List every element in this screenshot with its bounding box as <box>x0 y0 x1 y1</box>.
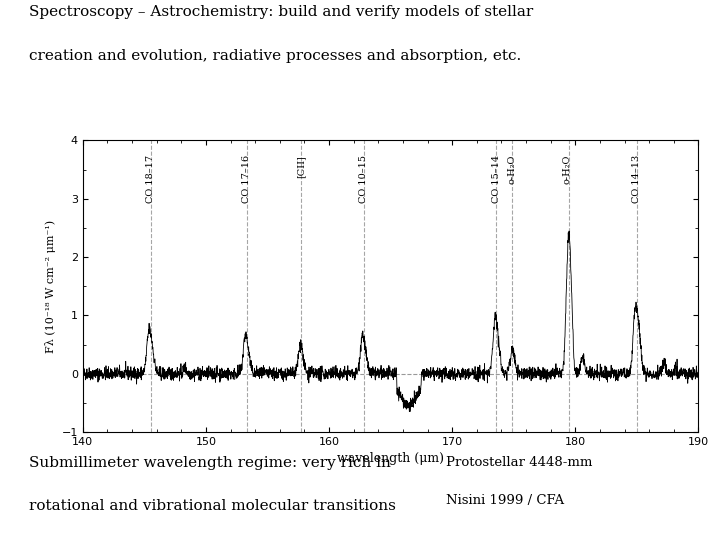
Text: CO 14–13: CO 14–13 <box>632 155 642 203</box>
Text: [CII]: [CII] <box>296 155 305 178</box>
Text: CO 15–14: CO 15–14 <box>492 155 501 203</box>
Text: CO 10–15: CO 10–15 <box>359 155 368 203</box>
Text: o-H₂O: o-H₂O <box>562 155 571 184</box>
Text: Nisini 1999 / CFA: Nisini 1999 / CFA <box>446 494 564 507</box>
Text: o-H₂O: o-H₂O <box>508 155 517 184</box>
Y-axis label: Fλ (10⁻¹⁸ W cm⁻² μm⁻¹): Fλ (10⁻¹⁸ W cm⁻² μm⁻¹) <box>45 220 56 353</box>
Text: creation and evolution, radiative processes and absorption, etc.: creation and evolution, radiative proces… <box>29 49 521 63</box>
Text: CO 18–17: CO 18–17 <box>146 155 155 203</box>
Text: CO 17–16: CO 17–16 <box>242 155 251 203</box>
Text: rotational and vibrational molecular transitions: rotational and vibrational molecular tra… <box>29 500 396 514</box>
Text: Spectroscopy – Astrochemistry: build and verify models of stellar: Spectroscopy – Astrochemistry: build and… <box>29 5 533 19</box>
Text: Submillimeter wavelength regime: very rich in: Submillimeter wavelength regime: very ri… <box>29 456 391 470</box>
Text: Protostellar 4448-mm: Protostellar 4448-mm <box>446 456 593 469</box>
X-axis label: wavelength (μm): wavelength (μm) <box>337 453 444 465</box>
